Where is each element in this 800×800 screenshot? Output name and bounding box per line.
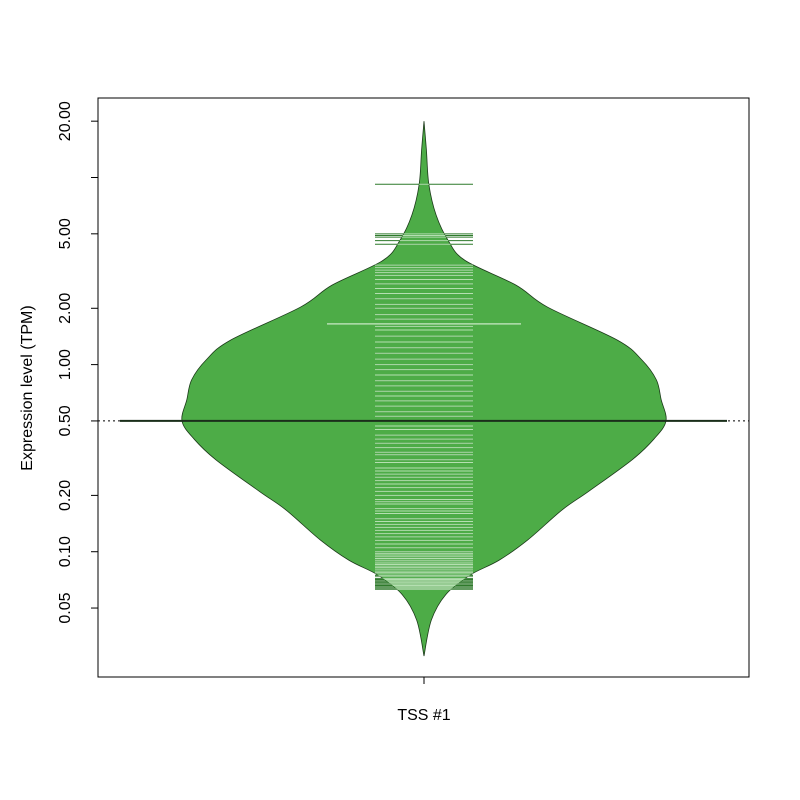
y-tick-label: 5.00 [57,218,74,249]
y-tick-label: 1.00 [57,349,74,380]
y-tick-label: 2.00 [57,293,74,324]
y-tick-label: 0.20 [57,480,74,511]
y-tick-label: 0.10 [57,536,74,567]
bean-lines [375,183,473,590]
violin [181,121,667,657]
y-tick-label: 0.05 [57,592,74,623]
y-axis-title: Expression level (TPM) [19,305,36,470]
y-tick-label: 0.50 [57,405,74,436]
y-tick-label: 20.00 [57,101,74,141]
x-tick-label: TSS #1 [397,707,450,724]
